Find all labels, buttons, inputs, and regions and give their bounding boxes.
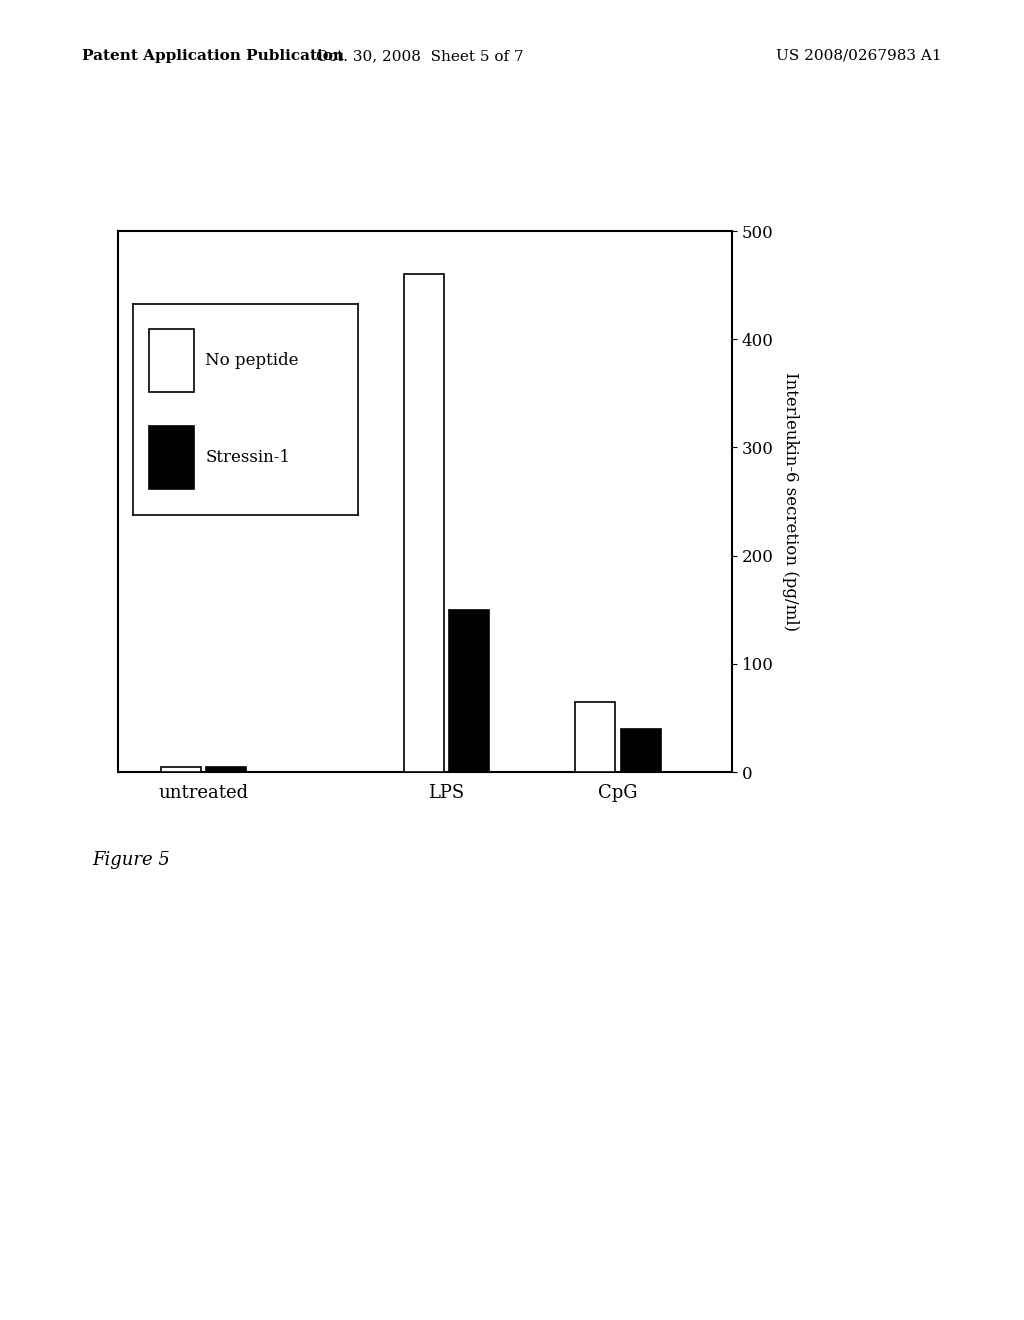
Text: Stressin-1: Stressin-1 [205,449,290,466]
Bar [207,767,247,772]
Bar [161,767,201,772]
Text: US 2008/0267983 A1: US 2008/0267983 A1 [776,49,942,63]
Text: No peptide: No peptide [205,352,299,370]
Bar [148,426,194,490]
Text: Patent Application Publication: Patent Application Publication [82,49,344,63]
Bar [403,275,443,772]
Text: Figure 5: Figure 5 [92,851,170,870]
Text: untreated: untreated [159,784,249,803]
Text: Oct. 30, 2008  Sheet 5 of 7: Oct. 30, 2008 Sheet 5 of 7 [316,49,523,63]
Bar [621,729,660,772]
Bar [575,702,615,772]
Text: CpG: CpG [598,784,638,803]
Bar [450,610,489,772]
Bar [148,329,194,392]
Y-axis label: Interleukin-6 secretion (pg/ml): Interleukin-6 secretion (pg/ml) [781,372,799,631]
Text: LPS: LPS [428,784,465,803]
